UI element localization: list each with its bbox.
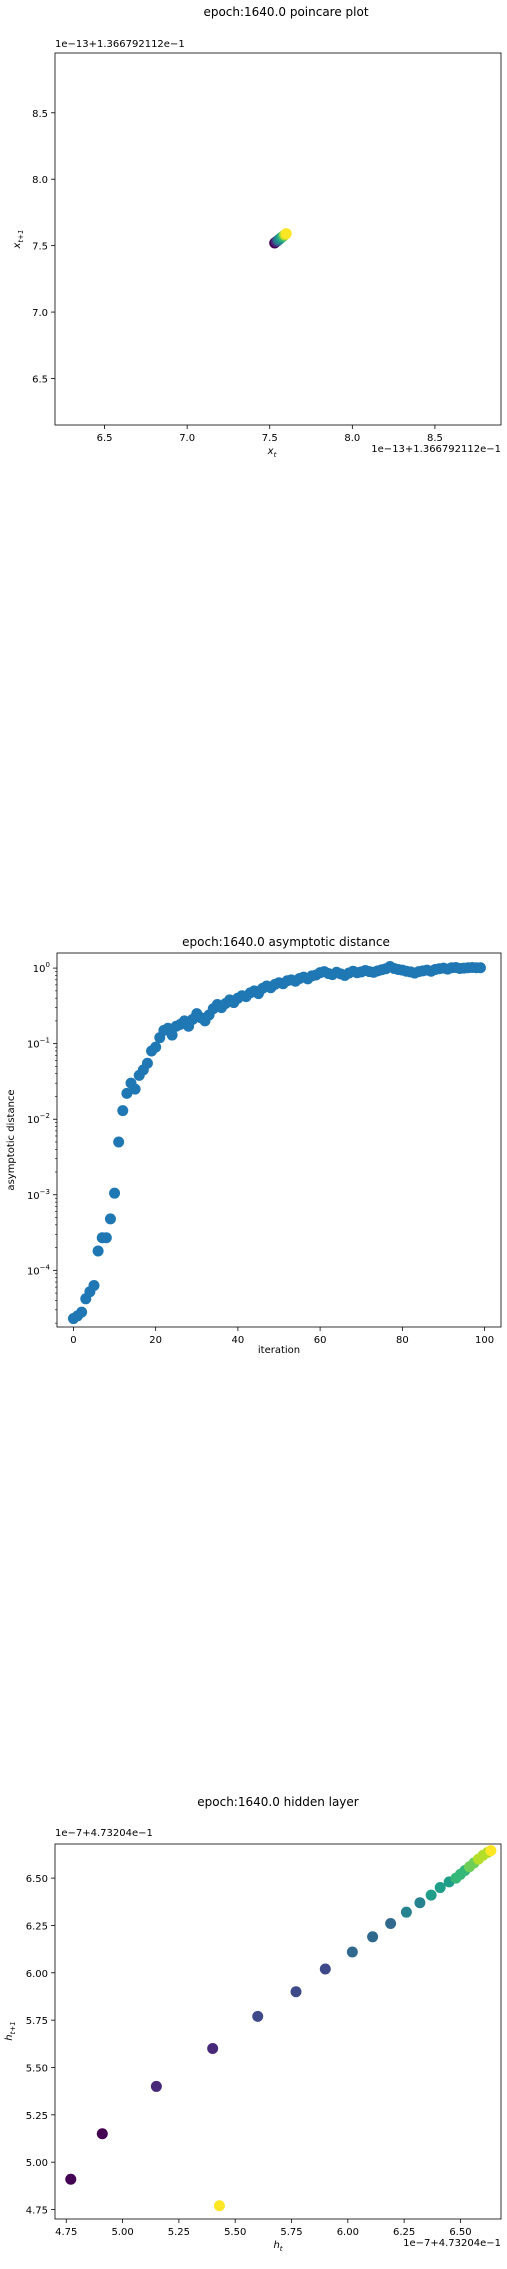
poincare-x-offset-text: 1e−13+1.366792112e−1	[371, 444, 501, 455]
asymptotic-y-tick-label: 10−3	[27, 1188, 50, 1202]
hidden-layer-point	[319, 1963, 331, 1975]
poincare-x-label: xt	[267, 446, 277, 459]
asymptotic-distance-point	[129, 1083, 141, 1095]
hidden-layer-point	[346, 1946, 358, 1958]
hidden-layer-point	[400, 1906, 412, 1918]
asymptotic-distance-y-label: asymptotic distance	[6, 1089, 17, 1190]
asymptotic-x-tick-label: 60	[314, 1335, 327, 1346]
asymptotic-distance-point	[121, 1087, 133, 1099]
hidden-layer-x-tick-label: 6.25	[393, 2227, 415, 2238]
asymptotic-x-tick-label: 0	[70, 1335, 76, 1346]
hidden-layer-x-tick-label: 4.75	[55, 2227, 77, 2238]
hidden-layer-point	[367, 1931, 379, 1943]
asymptotic-distance-point	[113, 1136, 125, 1148]
asymptotic-x-tick-label: 100	[475, 1335, 494, 1346]
poincare-y-tick-label: 7.5	[32, 242, 48, 253]
asymptotic-distance-x-label: iteration	[258, 1345, 300, 1356]
hidden-layer-point	[213, 2200, 225, 2212]
poincare-y-tick-label: 6.5	[32, 375, 48, 386]
hidden-layer-x-tick-label: 5.50	[224, 2227, 246, 2238]
hidden-layer-y-tick-label: 6.00	[26, 1969, 48, 1980]
hidden-layer-y-label: ht+1	[4, 2021, 17, 2040]
asymptotic-distance-chart: epoch:1640.0 asymptotic distance 0 20 40 60…	[6, 935, 502, 1356]
hidden-layer-y-offset-text: 1e−7+4.73204e−1	[55, 1828, 153, 1839]
hidden-layer-y-tick-label: 4.75	[26, 2206, 48, 2217]
poincare-plot-frame	[54, 52, 502, 426]
hidden-layer-x-tick-label: 5.75	[280, 2227, 302, 2238]
hidden-layer-x-offset-text: 1e−7+4.73204e−1	[403, 2238, 501, 2249]
asymptotic-distance-point	[104, 1213, 116, 1225]
hidden-layer-x-label: ht	[273, 2240, 282, 2253]
asymptotic-distance-point	[166, 1029, 178, 1041]
poincare-x-tick-label: 7.5	[262, 433, 278, 444]
poincare-plot-chart: epoch:1640.0 poincare plot 1e−13+1.36679…	[12, 5, 502, 459]
poincare-plot-area: 6.5 7.0 7.5 8.0 8.5 6.5 7.0 7.5 8.0 8.5	[32, 109, 443, 444]
asymptotic-distance-point	[109, 1187, 121, 1199]
asymptotic-distance-point	[92, 1245, 104, 1257]
hidden-layer-point	[252, 2010, 264, 2022]
hidden-layer-y-tick-label: 5.75	[26, 2016, 48, 2027]
hidden-layer-chart: epoch:1640.0 hidden layer 1e−7+4.73204e−…	[4, 1795, 502, 2253]
poincare-y-tick-label: 8.5	[32, 109, 48, 120]
hidden-layer-x-tick-label: 5.25	[168, 2227, 190, 2238]
hidden-layer-point	[290, 1986, 302, 1998]
hidden-layer-point	[65, 2173, 77, 2185]
hidden-layer-y-tick-label: 6.25	[26, 1921, 48, 1932]
poincare-y-tick-label: 7.0	[32, 308, 48, 319]
hidden-layer-point	[150, 2080, 162, 2092]
asymptotic-y-tick-label: 10−2	[27, 1112, 50, 1126]
asymptotic-y-tick-label: 10−1	[27, 1037, 50, 1051]
poincare-x-tick-label: 6.5	[97, 433, 113, 444]
poincare-x-tick-label: 8.0	[344, 433, 360, 444]
hidden-layer-point	[385, 1918, 397, 1930]
hidden-layer-point	[434, 1882, 446, 1894]
hidden-layer-y-tick-label: 5.25	[26, 2111, 48, 2122]
poincare-x-tick-label: 7.0	[179, 433, 195, 444]
asymptotic-distance-point	[474, 962, 486, 974]
asymptotic-x-tick-label: 80	[396, 1335, 409, 1346]
asymptotic-distance-point	[88, 1279, 100, 1291]
poincare-plot-title: epoch:1640.0 poincare plot	[203, 5, 368, 19]
hidden-layer-x-tick-label: 5.00	[111, 2227, 133, 2238]
asymptotic-distance-point	[76, 1306, 88, 1318]
asymptotic-distance-title: epoch:1640.0 asymptotic distance	[182, 935, 390, 949]
asymptotic-distance-frame	[56, 952, 502, 1328]
asymptotic-x-tick-label: 40	[232, 1335, 245, 1346]
asymptotic-distance-point	[100, 1232, 112, 1244]
hidden-layer-point	[485, 1845, 497, 1857]
hidden-layer-point	[425, 1889, 437, 1901]
hidden-layer-y-tick-label: 5.00	[26, 2158, 48, 2169]
asymptotic-distance-point	[150, 1041, 162, 1053]
poincare-y-tick-label: 8.0	[32, 175, 48, 186]
asymptotic-x-tick-label: 20	[149, 1335, 162, 1346]
poincare-point	[280, 228, 292, 240]
hidden-layer-point	[414, 1897, 426, 1909]
hidden-layer-y-tick-label: 5.50	[26, 2063, 48, 2074]
asymptotic-y-tick-label: 100	[33, 961, 50, 975]
poincare-y-label: xt+1	[12, 230, 25, 250]
asymptotic-distance-plot-area: 0 20 40 60 80 100 100 10−1 10−2 10−3 10−4	[27, 961, 494, 1346]
asymptotic-y-tick-label: 10−4	[27, 1263, 51, 1277]
hidden-layer-point	[96, 2128, 108, 2140]
hidden-layer-x-tick-label: 6.00	[337, 2227, 359, 2238]
hidden-layer-frame	[54, 1843, 502, 2220]
hidden-layer-point	[207, 2043, 219, 2055]
hidden-layer-plot-area: 4.75 5.00 5.25 5.50 5.75 6.00 6.25 6.50 4.75 5.00…	[26, 1845, 497, 2238]
hidden-layer-title: epoch:1640.0 hidden layer	[197, 1795, 359, 1809]
asymptotic-distance-point	[117, 1105, 129, 1117]
asymptotic-distance-point	[141, 1057, 153, 1069]
hidden-layer-y-tick-label: 6.50	[26, 1874, 48, 1885]
poincare-x-tick-label: 8.5	[427, 433, 443, 444]
poincare-y-offset-text: 1e−13+1.366792112e−1	[55, 39, 185, 50]
hidden-layer-x-tick-label: 6.50	[449, 2227, 471, 2238]
